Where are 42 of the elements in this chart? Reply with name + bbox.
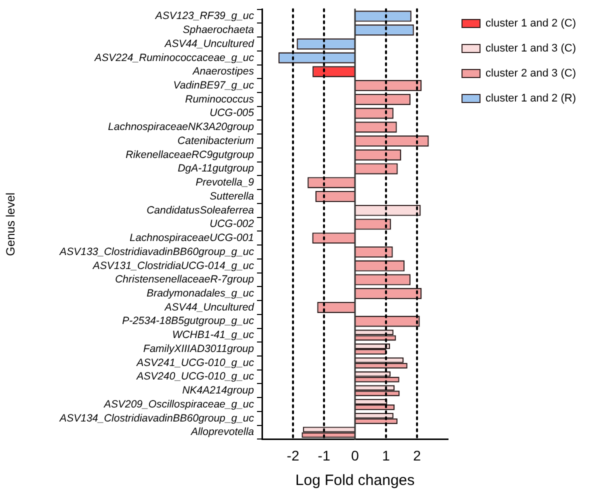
y-tick-label: ASV123_RF39_g_uc [154, 10, 255, 22]
legend-label: cluster 1 and 2 (R) [486, 92, 576, 105]
y-tick-label: CandidatusSoleaferrea [146, 204, 254, 216]
y-tick-label: P-2534-18B5gutgroup_g_uc [122, 315, 255, 328]
y-tick-label: Alloprevotella [190, 426, 254, 438]
y-tick-label: ASV241_UCG-010_g_uc [136, 356, 255, 369]
y-tick-label: UCG-002 [210, 218, 254, 230]
y-tick-label: Catenibacterium [178, 134, 254, 147]
y-tick-label: ASV209_Oscillospiraceae_g_uc [102, 398, 255, 410]
y-tick-label: FamilyXIIIAD3011group [143, 342, 254, 355]
x-tick-label: 0 [351, 447, 360, 464]
y-tick-label: ChristensenellaceaeR-7group [115, 274, 254, 286]
y-tick-label: ASV44_Uncultured [164, 301, 256, 314]
x-axis-title: Log Fold changes [295, 472, 415, 490]
y-tick-label: ASV133_ClostridiavadinBB60group_g_uc [58, 246, 255, 258]
y-tick-label: ASV44_Uncultured [164, 38, 256, 50]
legend-label: cluster 1 and 2 (C) [486, 18, 576, 30]
y-tick-label: Bradymonadales_g_uc [146, 288, 255, 300]
y-tick-label: VadinBE97_g_uc [173, 79, 255, 92]
y-tick-label: Anaerostipes [192, 66, 255, 78]
x-tick-label: 2 [413, 447, 422, 464]
y-tick-label: Ruminococcus [185, 93, 255, 106]
legend-label: cluster 1 and 3 (C) [486, 42, 576, 55]
y-tick-label: NK4A214group [182, 384, 254, 397]
y-tick-label: LachnospiraceaeNK3A20group [108, 121, 254, 134]
y-tick-label: DgA-11gutgroup [178, 162, 254, 175]
y-tick-label: Sutterella [210, 190, 254, 202]
x-tick-label: -2 [286, 447, 300, 464]
legend-label: cluster 2 and 3 (C) [486, 68, 576, 80]
y-tick-label: LachnospiraceaeUCG-001 [130, 232, 254, 244]
y-tick-label: Prevotella_9 [196, 176, 254, 189]
x-tick-label: 1 [382, 447, 390, 464]
y-tick-label: ASV240_UCG-010_g_uc [136, 370, 255, 383]
y-tick-label: WCHB1-41_g_uc [172, 329, 255, 342]
y-tick-label: UCG-005 [210, 107, 254, 120]
y-tick-label: Sphaerochaeta [182, 24, 254, 36]
y-tick-label: ASV224_Ruminococcaceae_g_uc [94, 52, 255, 64]
y-axis-title: Genus level [4, 192, 18, 256]
y-tick-label: ASV134_ClostridiavadinBB60group_g_uc [58, 412, 255, 424]
y-tick-label: RikenellaceaeRC9gutgroup [126, 148, 254, 161]
y-tick-label: ASV131_ClostridiaUCG-014_g_uc [92, 260, 255, 272]
x-tick-label: -1 [318, 447, 330, 464]
